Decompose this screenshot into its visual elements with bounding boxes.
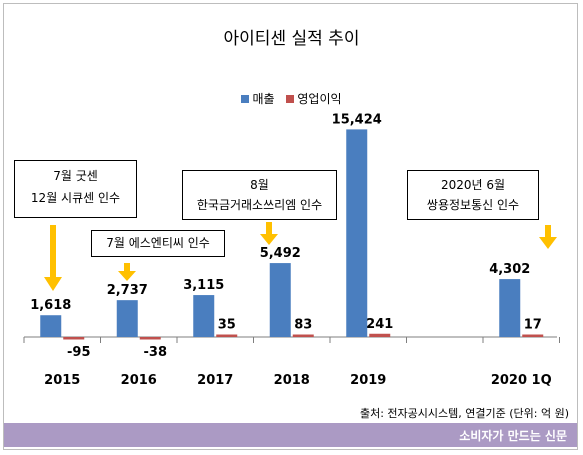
data-label-operating-profit: 241 bbox=[366, 317, 393, 332]
x-tick-label: 2015 bbox=[44, 373, 80, 388]
bar-operating-profit bbox=[216, 334, 238, 337]
legend-swatch-sales bbox=[241, 94, 250, 103]
annotation-2018-line-1: 8월 bbox=[250, 178, 269, 192]
bar-sales bbox=[346, 129, 368, 337]
legend-swatch-operating-profit bbox=[286, 94, 295, 103]
data-label-operating-profit: 17 bbox=[524, 318, 542, 333]
legend-item-sales: 매출 bbox=[241, 90, 275, 107]
arrow-2016 bbox=[118, 263, 136, 281]
data-label-operating-profit: -38 bbox=[144, 345, 168, 360]
legend-label-sales: 매출 bbox=[252, 92, 275, 106]
arrow-2020-1q bbox=[539, 225, 557, 249]
x-tick-label: 2017 bbox=[197, 373, 233, 388]
annotation-2020-line-2: 쌍용정보통신 인수 bbox=[426, 198, 520, 212]
bar-sales bbox=[116, 300, 138, 337]
bar-sales bbox=[499, 279, 521, 337]
data-label-operating-profit: -95 bbox=[67, 345, 91, 360]
bar-sales bbox=[269, 263, 291, 337]
chart-title: 아이티센 실적 추이 bbox=[223, 29, 360, 49]
bar-operating-profit bbox=[522, 334, 544, 337]
data-label-sales: 15,424 bbox=[332, 112, 382, 127]
data-label-sales: 1,618 bbox=[30, 298, 71, 313]
source-note: 출처: 전자공시시스템, 연결기준 (단위: 억 원) bbox=[359, 407, 569, 420]
bar-sales bbox=[193, 295, 215, 337]
bar-operating-profit bbox=[63, 337, 85, 340]
chart-frame bbox=[3, 3, 578, 450]
data-label-sales: 5,492 bbox=[260, 246, 301, 261]
footer-text: 소비자가 만드는 신문 bbox=[459, 429, 567, 443]
arrow-2015 bbox=[44, 225, 62, 291]
x-tick-label: 2020 1Q bbox=[491, 373, 552, 388]
bar-operating-profit bbox=[139, 337, 161, 340]
annotation-box-2020-1q: 2020년 6월 쌍용정보통신 인수 bbox=[407, 170, 539, 220]
annotation-2015-line-1: 7월 굿센 bbox=[53, 169, 98, 183]
annotation-2018-line-2: 한국금거래소쓰리엠 인수 bbox=[196, 198, 323, 212]
annotation-box-2015: 7월 굿센 12월 시큐센 인수 bbox=[14, 160, 137, 218]
legend-label-operating-profit: 영업이익 bbox=[297, 92, 342, 106]
annotation-2015-line-2: 12월 시큐센 인수 bbox=[30, 191, 121, 205]
annotation-box-2016: 7월 에스엔티씨 인수 bbox=[91, 230, 225, 257]
footer-bar: 소비자가 만드는 신문 bbox=[4, 423, 577, 447]
legend-item-operating-profit: 영업이익 bbox=[286, 90, 342, 107]
data-label-operating-profit: 35 bbox=[218, 318, 236, 333]
data-label-sales: 4,302 bbox=[489, 262, 530, 277]
data-label-operating-profit: 83 bbox=[294, 318, 312, 333]
annotation-2016-line-1: 7월 에스엔티씨 인수 bbox=[106, 236, 210, 250]
legend: 매출 영업이익 bbox=[0, 90, 583, 107]
x-tick-label: 2018 bbox=[274, 373, 310, 388]
arrow-2018 bbox=[260, 222, 278, 245]
bar-operating-profit bbox=[292, 334, 314, 337]
annotation-box-2018: 8월 한국금거래소쓰리엠 인수 bbox=[182, 170, 337, 220]
x-tick-label: 2016 bbox=[121, 373, 157, 388]
annotation-2020-line-1: 2020년 6월 bbox=[440, 178, 506, 192]
x-tick-label: 2019 bbox=[350, 373, 386, 388]
bar-sales bbox=[40, 315, 62, 337]
data-label-sales: 2,737 bbox=[107, 283, 148, 298]
bar-operating-profit bbox=[369, 333, 391, 337]
data-label-sales: 3,115 bbox=[183, 278, 224, 293]
